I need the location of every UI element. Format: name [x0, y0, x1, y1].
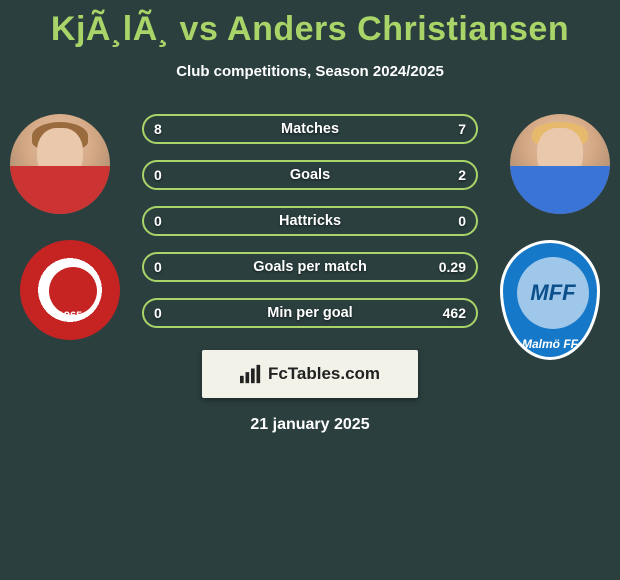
player-right-avatar: [510, 114, 610, 214]
club-left-badge: [20, 240, 120, 340]
stat-right-value: 7: [448, 116, 476, 142]
stat-right-value: 0.29: [429, 254, 476, 280]
stat-row: 0 Min per goal 462: [142, 298, 478, 328]
stat-left-value: 0: [144, 300, 172, 326]
stat-right-value: 2: [448, 162, 476, 188]
brand-text: FcTables.com: [268, 364, 380, 384]
stat-label: Min per goal: [267, 305, 352, 321]
stat-label: Goals per match: [253, 259, 367, 275]
stat-label: Hattricks: [279, 213, 341, 229]
stat-left-value: 8: [144, 116, 172, 142]
avatar-shirt: [10, 166, 110, 214]
stat-row: 8 Matches 7: [142, 114, 478, 144]
stat-row: 0 Hattricks 0: [142, 206, 478, 236]
subtitle: Club competitions, Season 2024/2025: [0, 63, 620, 80]
stat-row: 0 Goals 2: [142, 160, 478, 190]
avatar-shirt: [510, 166, 610, 214]
date-label: 21 january 2025: [0, 416, 620, 434]
club-right-label: Malmö FF: [503, 337, 597, 351]
stat-label: Goals: [290, 167, 330, 183]
page-title: KjÃ¸lÃ¸ vs Anders Christiansen: [0, 0, 620, 49]
stat-left-value: 0: [144, 208, 172, 234]
player-left-avatar: [10, 114, 110, 214]
stat-right-value: 462: [433, 300, 476, 326]
stat-label: Matches: [281, 121, 339, 137]
stat-row: 0 Goals per match 0.29: [142, 252, 478, 282]
bar-chart-icon: [240, 364, 262, 384]
club-right-badge: MFF Malmö FF: [500, 240, 600, 360]
club-right-monogram: MFF: [517, 257, 589, 329]
stat-bars: 8 Matches 7 0 Goals 2 0 Hattricks 0 0 Go…: [142, 114, 478, 328]
stat-right-value: 0: [448, 208, 476, 234]
stat-left-value: 0: [144, 254, 172, 280]
stat-left-value: 0: [144, 162, 172, 188]
brand-badge[interactable]: FcTables.com: [202, 350, 418, 398]
comparison-panel: 1965 MFF Malmö FF 8 Matches 7 0 Goals 2 …: [0, 114, 620, 434]
club-left-year: 1965: [20, 310, 120, 322]
